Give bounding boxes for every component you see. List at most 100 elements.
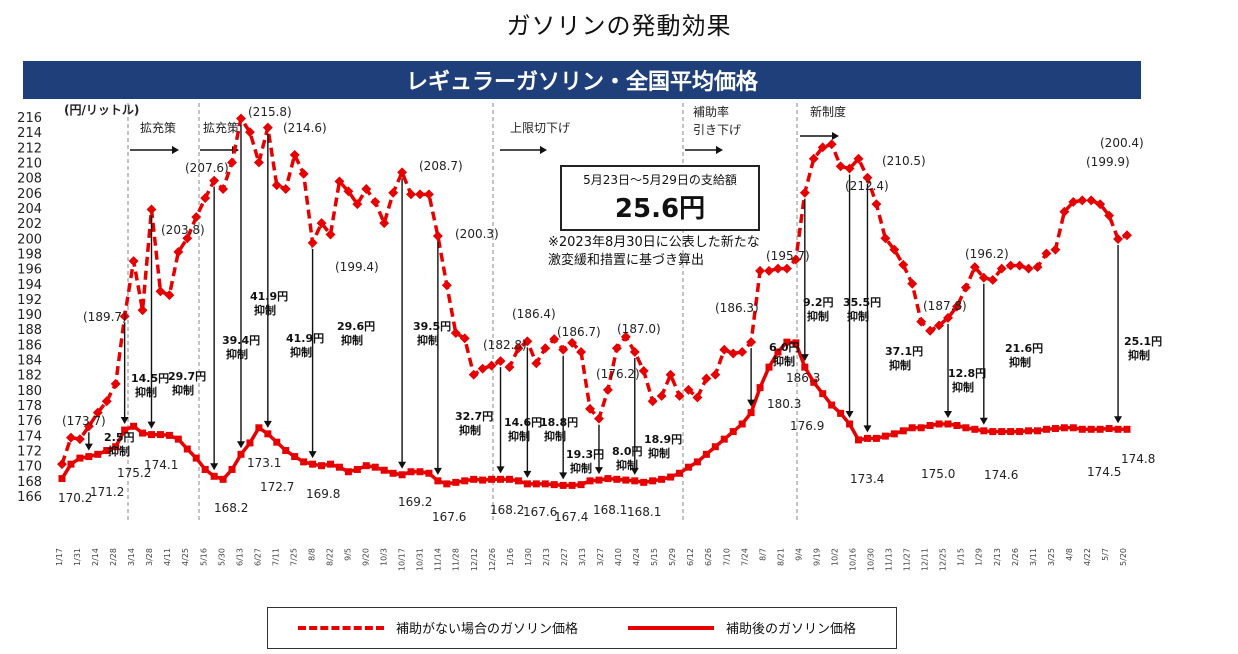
suppression-arrow-head [398, 461, 407, 469]
series-point-subsidized [702, 450, 710, 458]
x-tick-label: 7/11 [271, 548, 280, 566]
series-point-subsidized [980, 427, 988, 435]
series-point-unsubsidized [773, 263, 783, 274]
x-tick-label: 3/25 [1047, 548, 1056, 566]
series-point-subsidized [604, 475, 612, 483]
series-point-unsubsidized [916, 316, 927, 327]
series-point-subsidized [103, 447, 111, 455]
suppression-unit: 抑制 [135, 385, 157, 399]
callout-period: 5月23日～5月29日の支給額 [583, 173, 737, 187]
x-tick-label: 9/5 [344, 548, 353, 561]
series-point-unsubsidized [388, 187, 399, 198]
suppression-unit: 抑制 [889, 358, 911, 372]
suppression-unit: 抑制 [226, 347, 248, 361]
suppression-value: 2.5円 [104, 431, 135, 444]
suppression-arrow-head [263, 420, 272, 428]
series-point-unsubsidized [441, 280, 452, 291]
y-tick-label: 186 [17, 338, 42, 353]
suppression-unit: 抑制 [544, 429, 566, 443]
series-point-unsubsidized [137, 305, 148, 316]
suppression-value: 19.3円 [566, 448, 604, 461]
series-point-subsidized [389, 469, 397, 477]
value-label: (214.6) [283, 121, 327, 135]
legend-item-dashed: 補助がない場合のガソリン価格 [298, 618, 578, 637]
suppression-value: 39.5円 [413, 320, 451, 333]
series-point-unsubsidized [549, 334, 560, 345]
x-tick-label: 1/29 [975, 548, 984, 566]
series-point-unsubsidized [74, 434, 85, 445]
series-point-subsidized [1042, 425, 1050, 433]
suppression-unit: 抑制 [1009, 355, 1031, 369]
callout-amount: 25.6円 [614, 194, 706, 224]
phase-arrow-head [540, 146, 547, 154]
series-point-subsidized [1114, 425, 1122, 433]
x-tick-label: 3/14 [127, 548, 136, 566]
series-point-unsubsidized [244, 127, 255, 138]
series-point-subsidized [147, 431, 155, 439]
series-point-subsidized [273, 438, 281, 446]
suppression-arrow-head [308, 451, 317, 459]
suppression-value: 18.8円 [540, 416, 578, 429]
suppression-unit: 抑制 [508, 429, 530, 443]
series-point-unsubsidized [656, 390, 667, 401]
x-tick-label: 3/13 [578, 548, 587, 566]
series-point-subsidized [828, 401, 836, 409]
series-point-subsidized [192, 454, 200, 462]
phase-arrow-head [716, 146, 723, 154]
series-point-subsidized [711, 443, 719, 451]
suppression-unit: 抑制 [648, 446, 670, 460]
x-tick-label: 3/27 [596, 548, 605, 566]
series-point-subsidized [774, 348, 782, 356]
series-point-subsidized [228, 465, 236, 473]
phase-label: 新制度 [810, 104, 846, 119]
series-point-unsubsidized [513, 343, 524, 354]
value-label: 168.1 [627, 505, 661, 519]
value-label: (199.4) [335, 260, 379, 274]
value-label: (199.9) [1086, 155, 1130, 169]
series-point-subsidized [801, 363, 809, 371]
series-point-unsubsidized [262, 122, 273, 133]
series-point-unsubsidized [146, 204, 157, 215]
series-point-subsidized [497, 475, 505, 483]
series-point-unsubsidized [1023, 263, 1034, 274]
x-tick-label: 10/30 [867, 548, 876, 571]
value-label: 174.5 [1087, 465, 1121, 479]
suppression-value: 41.9円 [250, 290, 288, 303]
series-point-subsidized [1069, 424, 1077, 432]
series-point-unsubsidized [978, 272, 989, 283]
y-tick-label: 204 [17, 202, 42, 217]
suppression-arrow-head [84, 443, 93, 451]
legend-item-solid: 補助後のガソリン価格 [628, 618, 856, 637]
series-point-subsidized [139, 429, 147, 437]
series-point-subsidized [76, 454, 84, 462]
series-point-subsidized [872, 434, 880, 442]
series-point-subsidized [783, 338, 791, 346]
series-point-unsubsidized [755, 265, 766, 276]
series-point-subsidized [908, 424, 916, 432]
series-point-unsubsidized [468, 369, 479, 380]
value-label: 167.4 [554, 510, 588, 524]
series-point-subsidized [622, 476, 630, 484]
series-point-subsidized [1034, 427, 1042, 435]
series-point-subsidized [837, 409, 845, 417]
series-point-unsubsidized [531, 358, 542, 369]
series-point-subsidized [434, 477, 442, 485]
series-point-subsidized [1087, 425, 1095, 433]
value-label: (176.2) [596, 367, 640, 381]
series-point-subsidized [568, 481, 576, 489]
value-label: (186.4) [512, 307, 556, 321]
series-point-subsidized [729, 428, 737, 436]
series-point-subsidized [470, 475, 478, 483]
x-tick-label: 5/15 [650, 548, 659, 566]
series-point-unsubsidized [57, 459, 67, 470]
x-tick-label: 10/16 [848, 548, 857, 571]
series-point-unsubsidized [638, 365, 649, 376]
x-tick-label: 7/10 [722, 548, 731, 566]
series-point-subsidized [613, 475, 621, 483]
value-label: 168.1 [593, 503, 627, 517]
series-point-subsidized [863, 434, 871, 442]
series-point-unsubsidized [253, 157, 264, 168]
series-point-subsidized [693, 458, 701, 466]
suppression-value: 12.8円 [948, 367, 986, 380]
series-point-unsubsidized [1059, 206, 1070, 217]
